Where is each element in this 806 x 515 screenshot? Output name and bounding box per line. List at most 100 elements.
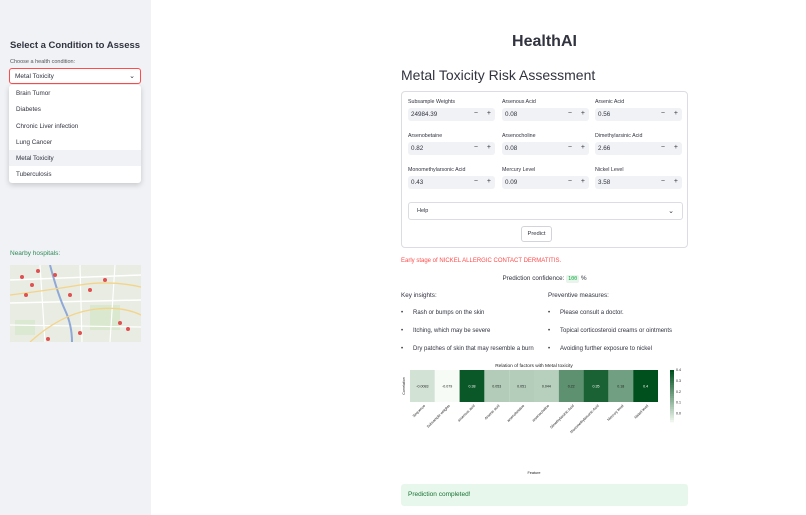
x-tick-label: arsenocholine: [531, 404, 550, 423]
colorbar-segment: [670, 406, 674, 410]
heatmap-cell: [608, 370, 634, 402]
bullet-icon: •: [548, 346, 551, 352]
dropdown-option[interactable]: Chronic Liver infection: [16, 122, 79, 130]
decrement-button[interactable]: −: [473, 178, 478, 185]
colorbar-segment: [670, 372, 674, 375]
prediction-confidence: Prediction confidence: 100 %: [401, 275, 688, 283]
assessment-form: Subsample Weights 24984.39 − + Arsenous …: [401, 91, 688, 248]
decrement-button[interactable]: −: [660, 178, 665, 185]
help-expander[interactable]: Help ⌄: [408, 202, 683, 220]
heatmap-cell: [484, 370, 510, 402]
hospital-map[interactable]: [10, 265, 141, 342]
decrement-button[interactable]: −: [567, 178, 572, 185]
x-tick-label: Sequence: [412, 404, 426, 418]
colorbar-segment: [670, 385, 674, 388]
x-tick-label: Dimethylarsinic Acid: [549, 404, 575, 430]
input-nickel-level: Nickel Level 3.58 − +: [595, 167, 682, 189]
colorbar-segment: [670, 389, 674, 392]
heatmap-cell: [410, 370, 435, 402]
decrement-button[interactable]: −: [473, 144, 478, 151]
decrement-button[interactable]: −: [660, 144, 665, 151]
cell-label: 0.044: [542, 385, 551, 389]
number-value: 0.08: [505, 145, 518, 152]
heatmap-cell: [558, 370, 584, 402]
decrement-button[interactable]: −: [567, 110, 572, 117]
increment-button[interactable]: +: [580, 110, 585, 117]
number-input[interactable]: 3.58 − +: [595, 176, 682, 189]
dropdown-option-selected[interactable]: Metal Toxicity: [9, 150, 141, 167]
number-input[interactable]: 24984.39 − +: [408, 108, 495, 121]
colorbar-segment: [670, 404, 674, 408]
heatmap-cell: [434, 370, 460, 402]
dropdown-option[interactable]: Lung Cancer: [16, 138, 53, 146]
page-subheader: Metal Toxicity Risk Assessment: [401, 67, 596, 83]
colorbar-tick: 0.2: [676, 390, 681, 394]
field-label: Mercury Level: [502, 167, 536, 173]
number-value: 0.82: [411, 145, 424, 152]
colorbar-tick: 0.4: [676, 368, 681, 372]
number-input[interactable]: 0.43 − +: [408, 176, 495, 189]
dropdown-option[interactable]: Brain Tumor: [16, 90, 51, 97]
success-message: Prediction completed!: [401, 484, 688, 506]
number-value: 0.08: [505, 111, 518, 118]
colorbar-tick: 0.0: [676, 412, 681, 416]
increment-button[interactable]: +: [486, 144, 491, 151]
help-label: Help: [417, 208, 429, 214]
cell-label: 0.22: [568, 385, 575, 389]
bullet-icon: •: [401, 346, 404, 352]
increment-button[interactable]: +: [486, 178, 491, 185]
input-monomethylarsonic-acid: Monomethylarsonic Acid 0.43 − +: [408, 167, 495, 189]
number-input[interactable]: 0.56 − +: [595, 108, 682, 121]
decrement-button[interactable]: −: [567, 144, 572, 151]
x-tick-label: Arsenic acid: [484, 404, 501, 421]
colorbar-segment: [670, 378, 674, 382]
dropdown-option[interactable]: Tuberculosis: [16, 171, 52, 179]
bullet-icon: •: [401, 328, 404, 334]
number-input[interactable]: 0.08 − +: [502, 108, 589, 121]
field-label: Arsenic Acid: [595, 99, 625, 105]
colorbar-segment: [670, 417, 674, 421]
number-input[interactable]: 0.82 − +: [408, 142, 495, 155]
condition-dropdown: Brain Tumor Diabetes Chronic Liver infec…: [9, 85, 141, 183]
increment-button[interactable]: +: [580, 144, 585, 151]
increment-button[interactable]: +: [673, 178, 678, 185]
increment-button[interactable]: +: [673, 144, 678, 151]
colorbar-segment: [670, 396, 674, 399]
sidebar-title: Select a Condition to Assess: [10, 40, 141, 51]
cell-label: 0.38: [469, 385, 476, 389]
increment-button[interactable]: +: [486, 110, 491, 117]
cell-label: 0.051: [517, 385, 526, 389]
colorbar-segment: [670, 400, 674, 403]
input-arsenobetaine: Arsenobetaine 0.82 − +: [408, 133, 495, 155]
colorbar-segment: [670, 402, 674, 405]
decrement-button[interactable]: −: [473, 110, 478, 117]
colorbar-segment: [670, 398, 674, 401]
map-graphic: [10, 265, 141, 342]
field-label: Arsenobetaine: [408, 133, 443, 139]
cell-label: -0.0083: [416, 385, 428, 389]
y-axis-label: Correlation: [402, 377, 406, 395]
number-input[interactable]: 2.66 − +: [595, 142, 682, 155]
colorbar-tick: 0.1: [676, 401, 681, 405]
colorbar-segment: [670, 391, 674, 395]
x-tick-label: Mercury level: [607, 404, 625, 422]
input-arsenocholine: Arsenocholine 0.08 − +: [502, 133, 589, 155]
sidebar: Select a Condition to Assess Choose a he…: [0, 0, 151, 515]
cell-label: 0.053: [492, 385, 501, 389]
colorbar-segment: [670, 370, 674, 373]
dropdown-option[interactable]: Diabetes: [16, 106, 41, 114]
insights-title: Key insights:: [401, 292, 437, 299]
x-tick-label: Nickel level: [634, 404, 650, 420]
number-input[interactable]: 0.09 − +: [502, 176, 589, 189]
decrement-button[interactable]: −: [660, 110, 665, 117]
colorbar-segment: [670, 419, 674, 423]
increment-button[interactable]: +: [673, 110, 678, 117]
condition-select[interactable]: Metal Toxicity ⌄: [9, 68, 141, 84]
number-input[interactable]: 0.08 − +: [502, 142, 589, 155]
colorbar-segment: [670, 393, 674, 397]
predict-button[interactable]: Predict: [521, 226, 552, 242]
colorbar-segment: [670, 374, 674, 377]
increment-button[interactable]: +: [580, 178, 585, 185]
number-value: 0.43: [411, 179, 424, 186]
heatmap-cell: [534, 370, 559, 402]
